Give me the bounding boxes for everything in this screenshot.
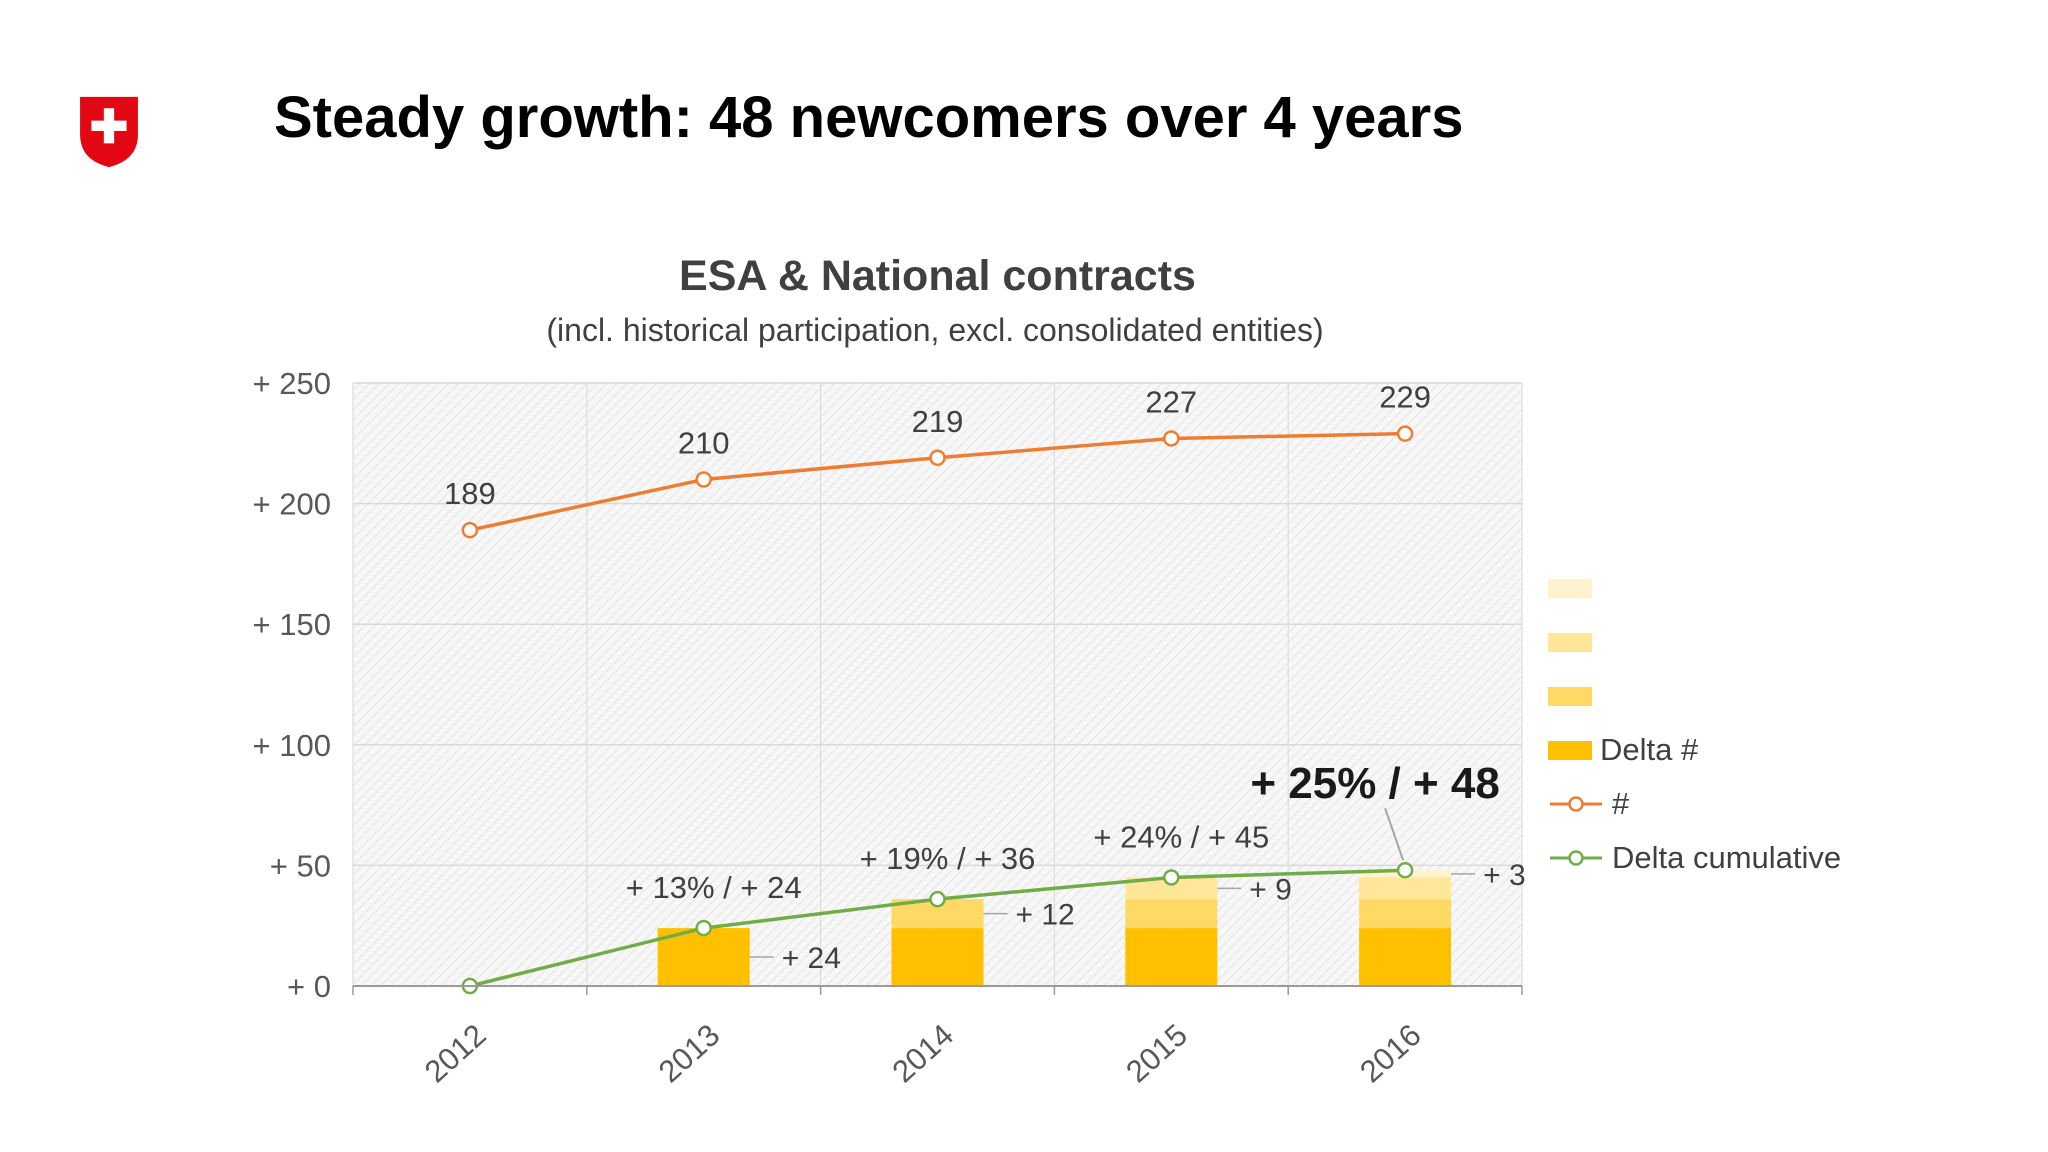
svg-text:2016: 2016 [1353,1017,1428,1089]
legend-label-count: # [1612,786,1630,821]
slide-title: Steady growth: 48 newcomers over 4 years [274,85,1464,150]
legend-line-marker-orange-icon [1550,796,1602,812]
legend-swatch-delta [1548,740,1592,760]
legend-item-count: # [1548,777,1841,831]
svg-text:+ 200: + 200 [253,487,331,522]
svg-text:+ 0: + 0 [287,969,331,1004]
legend-swatch-lightest [1548,578,1592,598]
swiss-shield-icon [80,96,138,168]
svg-text:210: 210 [678,425,730,460]
svg-text:+ 100: + 100 [253,728,331,763]
legend-item-delta: Delta # [1548,723,1841,777]
svg-text:+ 9: + 9 [1249,873,1292,906]
svg-text:+ 24% / + 45: + 24% / + 45 [1093,819,1269,854]
svg-text:+ 250: + 250 [253,366,331,401]
chart-subtitle: (incl. historical participation, excl. c… [546,312,1324,348]
swiss-logo [78,94,140,170]
svg-text:+ 25% / + 48: + 25% / + 48 [1250,759,1500,808]
svg-text:+ 19% / + 36: + 19% / + 36 [860,841,1036,876]
svg-text:219: 219 [912,404,964,439]
svg-text:189: 189 [444,476,496,511]
legend-item-delta-cumulative: Delta cumulative [1548,831,1841,885]
svg-text:+ 12: + 12 [1016,899,1075,932]
svg-text:229: 229 [1379,380,1431,415]
svg-text:2015: 2015 [1119,1017,1194,1089]
legend-item-delta-2014 [1548,669,1841,723]
svg-text:2012: 2012 [418,1017,493,1089]
legend-item-delta-2016 [1548,561,1841,615]
chart-legend: Delta # # Delta cumulative [1548,561,1841,885]
legend-label-delta-cumulative: Delta cumulative [1612,840,1842,875]
legend-item-delta-2015 [1548,615,1841,669]
chart-title: ESA & National contracts [679,252,1196,300]
legend-swatch-light [1548,632,1592,652]
svg-text:2014: 2014 [886,1017,961,1089]
legend-line-marker-green-icon [1550,850,1602,866]
svg-text:+ 24: + 24 [782,942,841,975]
svg-text:+ 50: + 50 [270,848,331,883]
svg-text:+ 3: + 3 [1483,859,1526,892]
legend-swatch-medium [1548,686,1592,706]
svg-text:2013: 2013 [652,1017,727,1089]
legend-label-delta: Delta # [1600,732,1699,767]
svg-text:+ 150: + 150 [253,607,331,642]
svg-text:227: 227 [1145,384,1197,419]
svg-text:+ 13% / + 24: + 13% / + 24 [626,870,802,905]
